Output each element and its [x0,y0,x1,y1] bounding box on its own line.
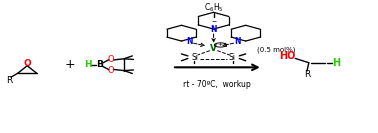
Text: (0.5 mol%): (0.5 mol%) [257,46,296,53]
Text: rt - 70ºC,  workup: rt - 70ºC, workup [183,80,251,89]
Text: R: R [304,70,310,79]
Text: H: H [332,58,341,68]
Text: R: R [6,76,12,85]
Text: O: O [107,55,114,64]
Text: +: + [65,58,75,71]
Text: N: N [234,37,241,45]
Text: V: V [210,44,217,53]
Text: Si: Si [229,53,236,62]
Text: N: N [210,25,217,34]
Text: O: O [107,66,114,75]
Text: Si: Si [191,53,198,62]
Text: +: + [218,42,223,47]
Text: N: N [186,37,193,45]
Text: −: − [211,18,216,23]
Text: C$_6$H$_5$: C$_6$H$_5$ [204,1,223,14]
Text: H: H [84,60,91,69]
Text: B: B [96,60,103,69]
Text: O: O [23,59,31,68]
Text: HO: HO [279,51,296,61]
